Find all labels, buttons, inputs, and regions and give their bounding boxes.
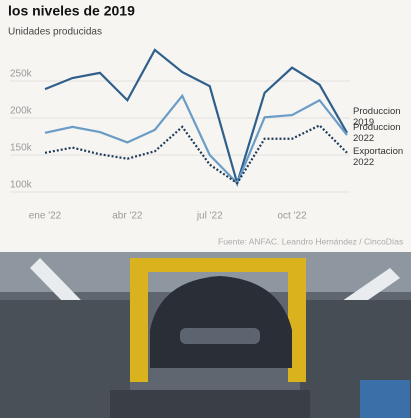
source: Fuente: ANFAC. Leandro Hernández / Cinco… [218,236,403,246]
chart-title: los niveles de 2019 [8,3,135,19]
y-tick-label: 100k [10,180,33,191]
x-tick-label: oct '22 [278,211,308,222]
y-tick-label: 250k [10,69,33,80]
series-line [44,48,348,188]
legend-label: Produccion 2019 [353,105,401,128]
y-tick-label: 150k [10,143,33,154]
photo [0,252,411,418]
series-line [44,93,348,186]
series-line [44,124,348,185]
legend-label: Produccion 2022 [353,122,401,145]
x-tick-label: abr '22 [112,211,143,222]
legend-label: Exportacion 2022 [353,145,404,168]
x-tick-label: jul '22 [196,211,223,222]
x-tick-label: ene '22 [29,211,62,222]
chart-subtitle: Unidades producidas [8,27,102,38]
y-tick-label: 200k [10,106,33,117]
